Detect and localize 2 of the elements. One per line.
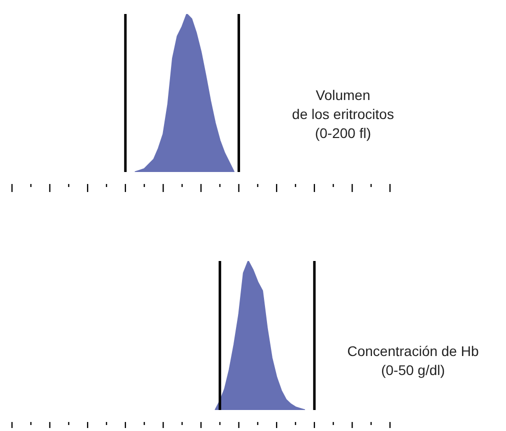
x-axis-title: Concentración de Hb (0-50 g/dl) — [346, 342, 480, 380]
x-axis-title: Volumen de los eritrocitos (0-200 fl) — [291, 86, 395, 143]
